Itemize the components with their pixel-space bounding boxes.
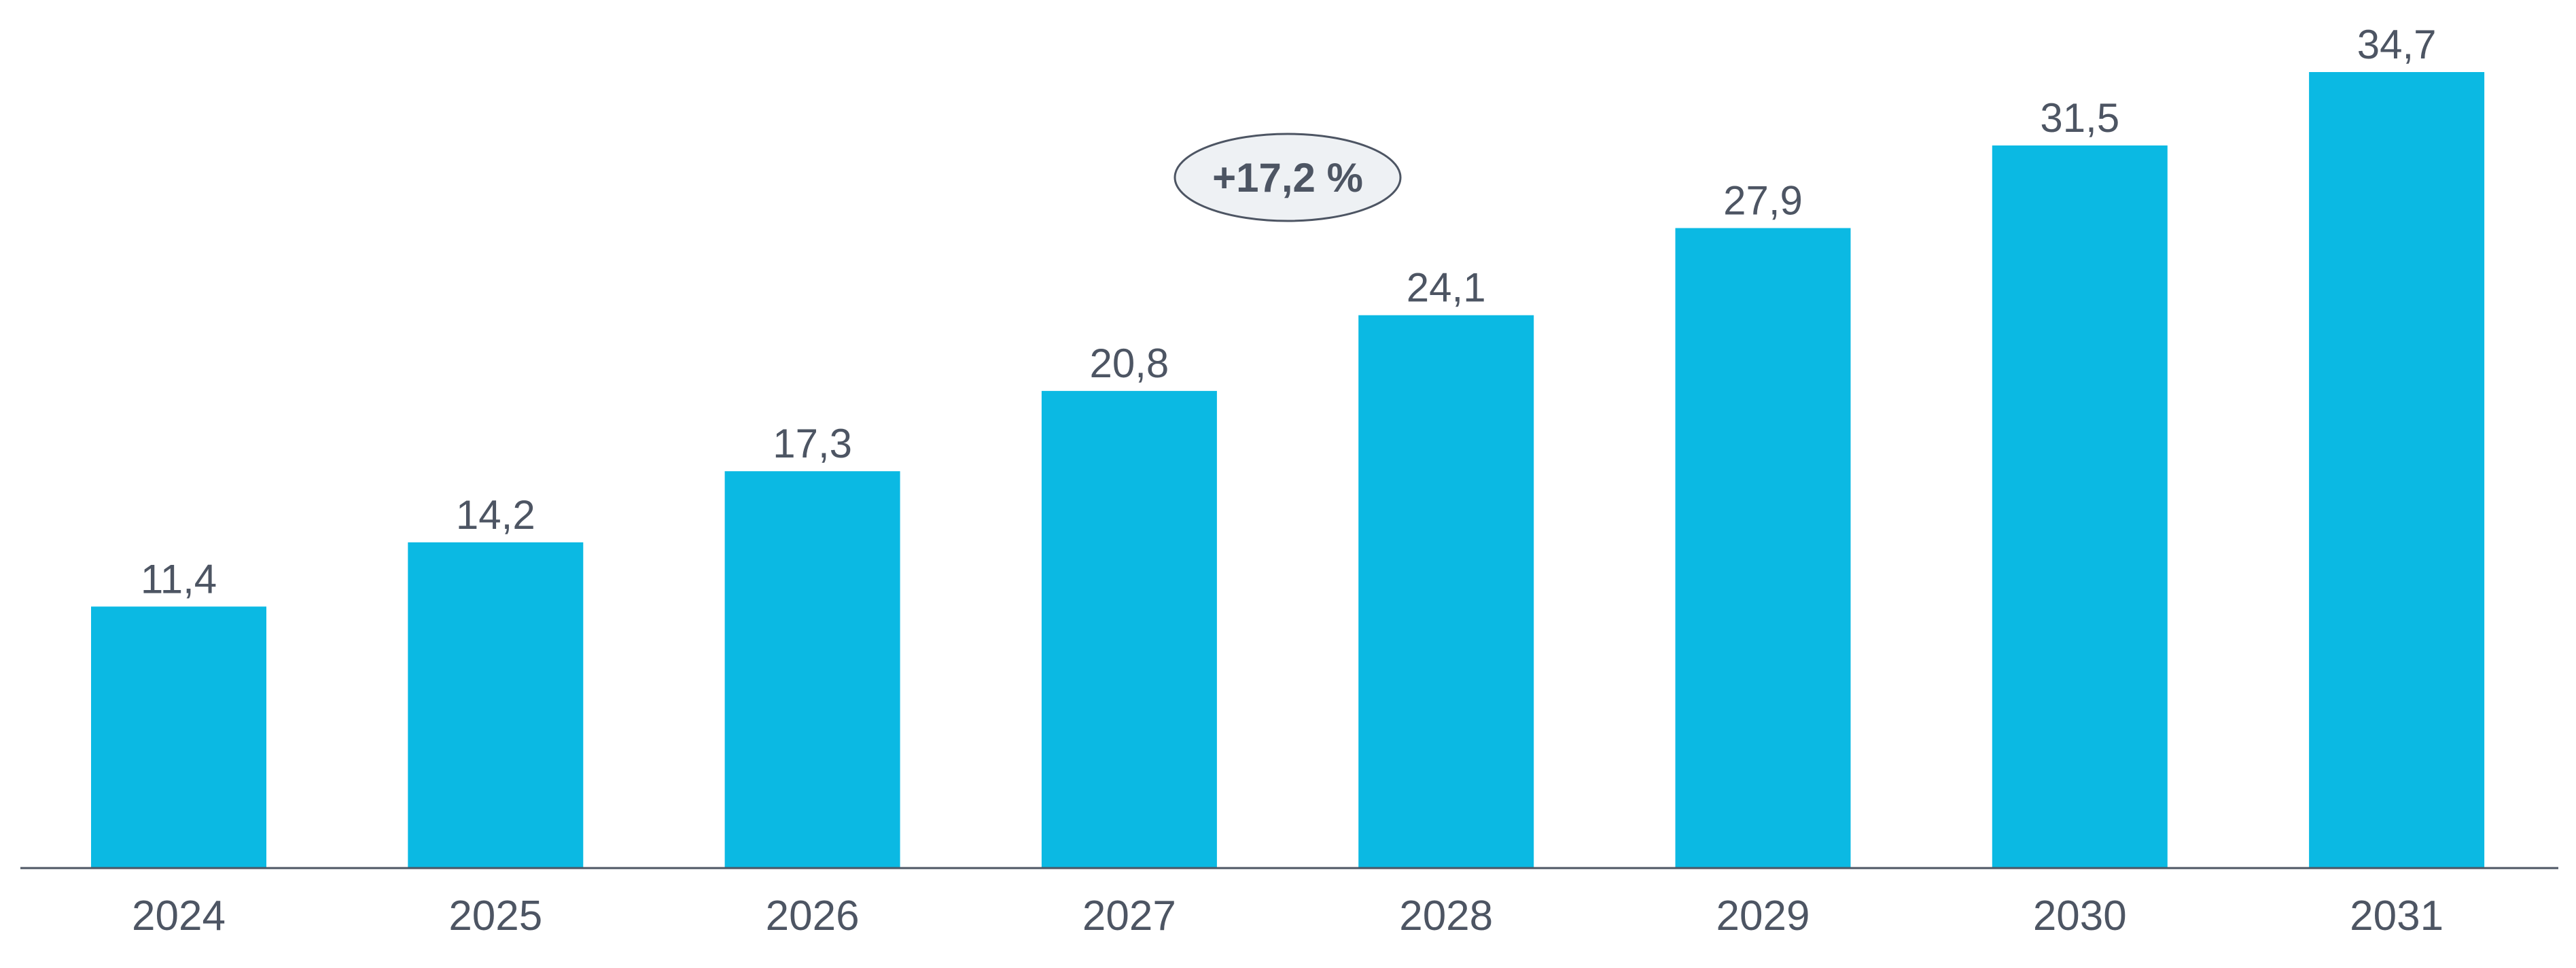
value-label-2031: 34,7 [2357, 22, 2437, 67]
value-label-2025: 14,2 [456, 492, 535, 538]
bar-2026 [724, 471, 900, 868]
x-tick-label-2026: 2026 [766, 893, 860, 939]
x-tick-labels-layer: 2024 2025 2026 2027 2028 2029 2030 2031 [132, 893, 2443, 939]
value-labels-layer: 11,4 14,2 17,3 20,8 24,1 27,9 31,5 34,7 [141, 22, 2437, 602]
bar-2030 [1992, 145, 2168, 868]
x-tick-label-2031: 2031 [2350, 893, 2443, 939]
value-label-2029: 27,9 [1723, 178, 1803, 224]
bar-2027 [1041, 391, 1217, 868]
x-tick-label-2025: 2025 [448, 893, 542, 939]
bar-2024 [91, 606, 266, 868]
value-label-2030: 31,5 [2040, 95, 2119, 141]
x-tick-label-2030: 2030 [2033, 893, 2127, 939]
value-label-2027: 20,8 [1090, 341, 1169, 386]
x-tick-label-2024: 2024 [132, 893, 226, 939]
bar-2031 [2309, 72, 2485, 868]
x-tick-label-2029: 2029 [1716, 893, 1810, 939]
growth-badge-ellipse [1174, 133, 1402, 222]
value-label-2028: 24,1 [1407, 265, 1486, 311]
bars-layer [91, 72, 2485, 868]
value-label-2024: 11,4 [141, 556, 217, 602]
value-label-2026: 17,3 [773, 421, 852, 466]
bar-2029 [1675, 228, 1851, 868]
x-tick-label-2027: 2027 [1082, 893, 1176, 939]
bar-2028 [1358, 315, 1534, 868]
growth-rate-label: +17,2 % [1212, 155, 1363, 201]
growth-annotation-badge: +17,2 % [1174, 133, 1402, 222]
x-tick-label-2028: 2028 [1399, 893, 1493, 939]
bar-2025 [408, 542, 584, 868]
